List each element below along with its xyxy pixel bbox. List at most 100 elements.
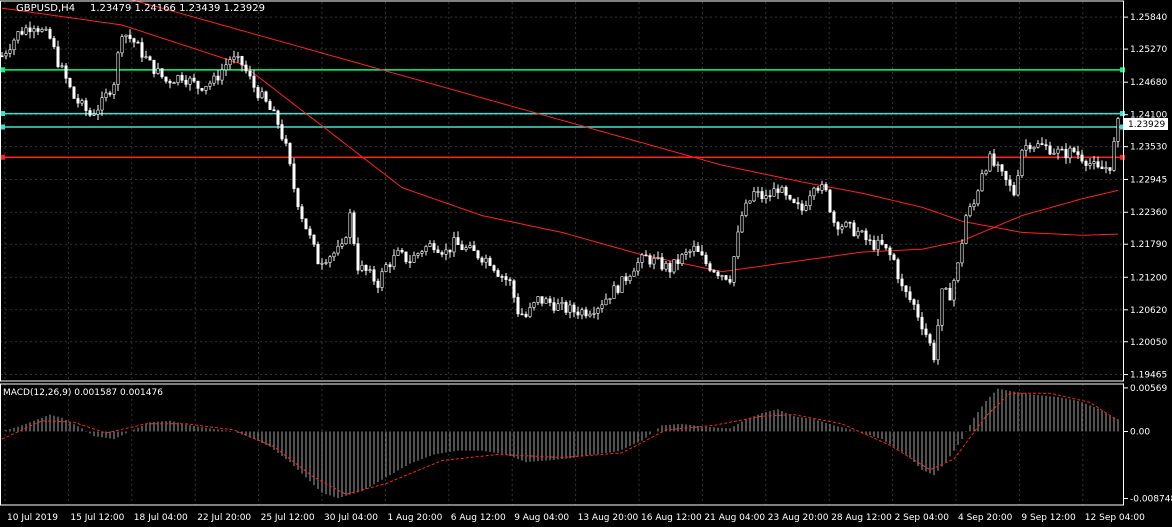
- candle-body: [552, 302, 556, 311]
- candle-body: [244, 64, 248, 72]
- candle-body: [284, 138, 288, 144]
- candle-body: [924, 328, 928, 335]
- candle-body: [1020, 149, 1024, 176]
- candle-body: [1104, 167, 1108, 170]
- candle-body: [992, 153, 996, 166]
- candle-body: [328, 256, 332, 263]
- candle-body: [248, 70, 252, 77]
- candle-body: [116, 52, 120, 85]
- candle-body: [584, 309, 588, 317]
- candle-body: [164, 76, 168, 82]
- candle-body: [632, 270, 636, 277]
- candle-body: [720, 275, 724, 277]
- candle-body: [168, 80, 172, 84]
- level-handle-right: [1120, 111, 1125, 117]
- candle-body: [464, 247, 468, 251]
- candle-body: [184, 79, 188, 85]
- candle-body: [384, 264, 388, 272]
- candle-body: [716, 271, 720, 277]
- candle-body: [1096, 161, 1100, 168]
- x-tick-label: 21 Aug 04:00: [704, 513, 765, 523]
- candle-body: [1012, 185, 1016, 196]
- candle-body: [252, 75, 256, 88]
- candle-body: [216, 75, 220, 81]
- candle-body: [208, 82, 212, 87]
- candle-body: [792, 198, 796, 203]
- candle-body: [596, 308, 600, 314]
- candle-body: [456, 237, 460, 245]
- y-tick-label: 1.19465: [1130, 371, 1167, 381]
- candle-body: [736, 231, 740, 257]
- y-tick-label: 1.20620: [1130, 306, 1167, 316]
- candle-body: [412, 255, 416, 263]
- candle-body: [124, 34, 128, 37]
- candle-body: [800, 203, 804, 211]
- x-tick-label: 6 Aug 12:00: [451, 513, 506, 523]
- candle-body: [1008, 179, 1012, 186]
- candle-body: [340, 243, 344, 247]
- candle-body: [472, 245, 476, 252]
- horizontal-levels[interactable]: [0, 67, 1125, 160]
- candle-body: [408, 261, 412, 264]
- candle-body: [292, 163, 296, 189]
- candle-body: [540, 296, 544, 304]
- candle-body: [88, 110, 92, 116]
- candle-body: [608, 298, 612, 300]
- candle-body: [1084, 160, 1088, 166]
- candle-body: [1100, 166, 1104, 170]
- candle-body: [984, 170, 988, 175]
- candle-body: [980, 173, 984, 192]
- candle-body: [764, 195, 768, 200]
- candle-body: [684, 252, 688, 255]
- y-tick-label: 1.24680: [1130, 78, 1167, 88]
- candle-body: [1052, 152, 1056, 155]
- candle-body: [336, 246, 340, 254]
- candle-body: [64, 65, 68, 79]
- candle-body: [820, 184, 824, 191]
- candle-body: [832, 211, 836, 223]
- current-price-label: 1.23929: [1128, 120, 1165, 130]
- x-tick-label: 18 Jul 04:00: [134, 513, 188, 523]
- candle-body: [872, 240, 876, 250]
- candle-body: [196, 80, 200, 89]
- candle-body: [468, 245, 472, 248]
- chart-axes: 10 Jul 2019 15 Jul 12:00 18 Jul 04:00 22 Ju…: [7, 13, 1172, 523]
- candle-body: [1056, 148, 1060, 154]
- ohlc-readout: 1.23479 1.24166 1.23439 1.23929: [90, 3, 265, 14]
- candle-body: [952, 280, 956, 301]
- candle-body: [1024, 145, 1028, 151]
- y-tick-label: 1.23530: [1130, 143, 1167, 153]
- x-tick-label: 13 Aug 20:00: [578, 513, 639, 523]
- candle-body: [368, 269, 372, 272]
- candle-body: [476, 250, 480, 259]
- candle-body: [108, 92, 112, 95]
- candle-body: [1112, 141, 1116, 171]
- candle-body: [204, 85, 208, 91]
- candle-body: [848, 221, 852, 224]
- candle-body: [388, 264, 392, 268]
- candle-body: [808, 195, 812, 206]
- candle-body: [100, 97, 104, 111]
- candle-body: [348, 212, 352, 238]
- candle-body: [28, 27, 32, 33]
- candle-body: [440, 252, 444, 255]
- candle-body: [748, 200, 752, 204]
- candle-body: [916, 304, 920, 318]
- candle-body: [364, 264, 368, 271]
- candle-body: [220, 69, 224, 81]
- candle-body: [620, 276, 624, 293]
- candle-body: [344, 237, 348, 245]
- candle-body: [1108, 167, 1112, 171]
- candle-body: [548, 298, 552, 303]
- candle-body: [628, 276, 632, 281]
- candle-body: [296, 188, 300, 208]
- candle-body: [824, 184, 828, 191]
- candle-body: [900, 278, 904, 287]
- candle-body: [1036, 143, 1040, 148]
- candle-body: [320, 262, 324, 265]
- candle-body: [604, 298, 608, 306]
- candle-body: [128, 34, 132, 39]
- candle-body: [428, 243, 432, 247]
- candle-body: [664, 263, 668, 270]
